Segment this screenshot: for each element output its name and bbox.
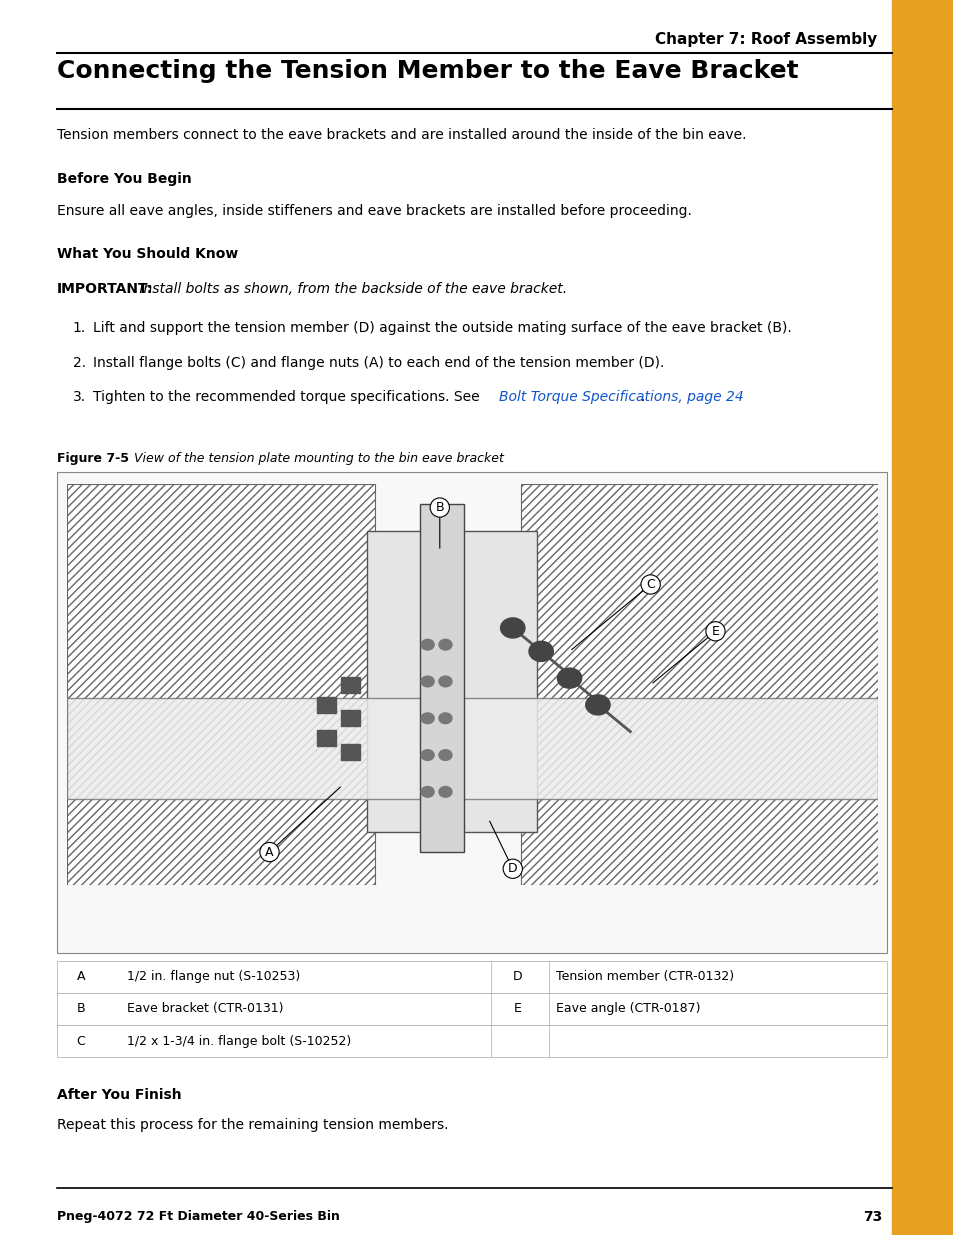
Text: After You Finish: After You Finish bbox=[57, 1088, 182, 1102]
Bar bbox=[57, 472, 886, 953]
Text: B: B bbox=[76, 1003, 86, 1015]
Text: What You Should Know: What You Should Know bbox=[57, 247, 238, 261]
Text: Eave angle (CTR-0187): Eave angle (CTR-0187) bbox=[556, 1003, 700, 1015]
Text: 73: 73 bbox=[862, 1210, 882, 1224]
Circle shape bbox=[438, 676, 452, 687]
Text: Before You Begin: Before You Begin bbox=[57, 172, 192, 185]
Text: Tension members connect to the eave brackets and are installed around the inside: Tension members connect to the eave brac… bbox=[57, 128, 746, 142]
Text: Bolt Torque Specifications, page 24: Bolt Torque Specifications, page 24 bbox=[498, 390, 743, 404]
Text: 1/2 x 1-3/4 in. flange bolt (S-10252): 1/2 x 1-3/4 in. flange bolt (S-10252) bbox=[127, 1035, 351, 1047]
Text: A: A bbox=[77, 971, 85, 983]
Text: 1.: 1. bbox=[72, 321, 86, 335]
Text: A: A bbox=[265, 846, 274, 858]
Bar bbox=[67, 484, 375, 885]
Circle shape bbox=[420, 750, 434, 761]
Text: Eave bracket (CTR-0131): Eave bracket (CTR-0131) bbox=[127, 1003, 283, 1015]
Bar bbox=[340, 743, 360, 760]
Text: Repeat this process for the remaining tension members.: Repeat this process for the remaining te… bbox=[57, 1118, 448, 1131]
Text: C: C bbox=[76, 1035, 86, 1047]
Circle shape bbox=[420, 787, 434, 798]
Text: 1/2 in. flange nut (S-10253): 1/2 in. flange nut (S-10253) bbox=[127, 971, 300, 983]
Text: 2.: 2. bbox=[72, 356, 86, 369]
Bar bbox=[57, 961, 886, 993]
Text: Figure 7-5: Figure 7-5 bbox=[57, 452, 129, 466]
Circle shape bbox=[528, 641, 553, 662]
Bar bbox=[316, 730, 335, 746]
Text: Chapter 7: Roof Assembly: Chapter 7: Roof Assembly bbox=[655, 32, 877, 47]
Text: .: . bbox=[639, 390, 644, 404]
Text: View of the tension plate mounting to the bin eave bracket: View of the tension plate mounting to th… bbox=[130, 452, 503, 466]
Bar bbox=[67, 698, 877, 799]
Bar bbox=[419, 504, 463, 852]
Bar bbox=[340, 677, 360, 693]
Circle shape bbox=[557, 668, 581, 688]
Circle shape bbox=[438, 750, 452, 761]
Bar bbox=[891, 0, 953, 1235]
Text: 3.: 3. bbox=[72, 390, 86, 404]
Bar bbox=[57, 1025, 886, 1057]
Text: B: B bbox=[435, 501, 444, 514]
Circle shape bbox=[500, 618, 524, 638]
Circle shape bbox=[438, 713, 452, 724]
Circle shape bbox=[420, 640, 434, 650]
Text: Lift and support the tension member (D) against the outside mating surface of th: Lift and support the tension member (D) … bbox=[93, 321, 791, 335]
Bar bbox=[57, 993, 886, 1025]
Text: Connecting the Tension Member to the Eave Bracket: Connecting the Tension Member to the Eav… bbox=[57, 59, 798, 83]
Circle shape bbox=[585, 695, 610, 715]
Text: Install flange bolts (C) and flange nuts (A) to each end of the tension member (: Install flange bolts (C) and flange nuts… bbox=[93, 356, 664, 369]
Circle shape bbox=[420, 676, 434, 687]
Text: Tighten to the recommended torque specifications. See: Tighten to the recommended torque specif… bbox=[93, 390, 484, 404]
Text: IMPORTANT:: IMPORTANT: bbox=[57, 282, 153, 295]
Circle shape bbox=[438, 787, 452, 798]
Text: Ensure all eave angles, inside stiffeners and eave brackets are installed before: Ensure all eave angles, inside stiffener… bbox=[57, 204, 691, 217]
Bar bbox=[366, 531, 537, 832]
Text: C: C bbox=[645, 578, 655, 592]
Bar bbox=[316, 697, 335, 713]
Text: Tension member (CTR-0132): Tension member (CTR-0132) bbox=[556, 971, 734, 983]
Bar bbox=[520, 484, 877, 885]
Text: D: D bbox=[513, 971, 522, 983]
Text: E: E bbox=[514, 1003, 521, 1015]
Text: Install bolts as shown, from the backside of the eave bracket.: Install bolts as shown, from the backsid… bbox=[135, 282, 567, 295]
Text: D: D bbox=[507, 862, 517, 876]
Circle shape bbox=[438, 640, 452, 650]
Text: Pneg-4072 72 Ft Diameter 40-Series Bin: Pneg-4072 72 Ft Diameter 40-Series Bin bbox=[57, 1210, 340, 1224]
Circle shape bbox=[420, 713, 434, 724]
Bar bbox=[340, 710, 360, 726]
Text: E: E bbox=[711, 625, 719, 637]
